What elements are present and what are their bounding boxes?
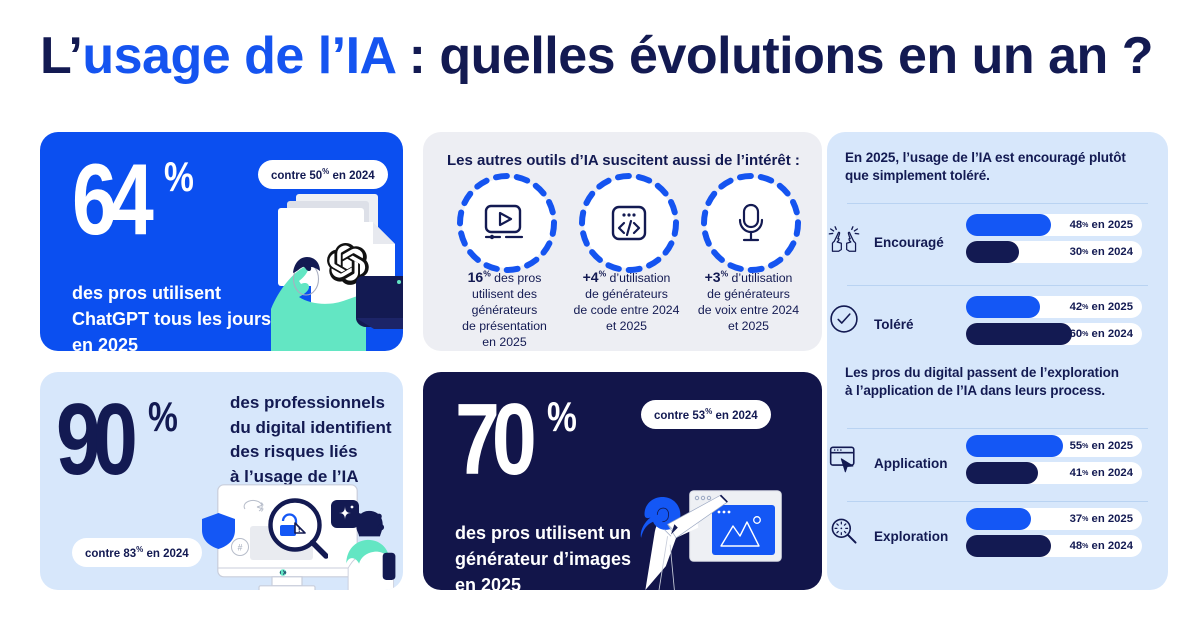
svg-text:#: # [237,543,242,553]
